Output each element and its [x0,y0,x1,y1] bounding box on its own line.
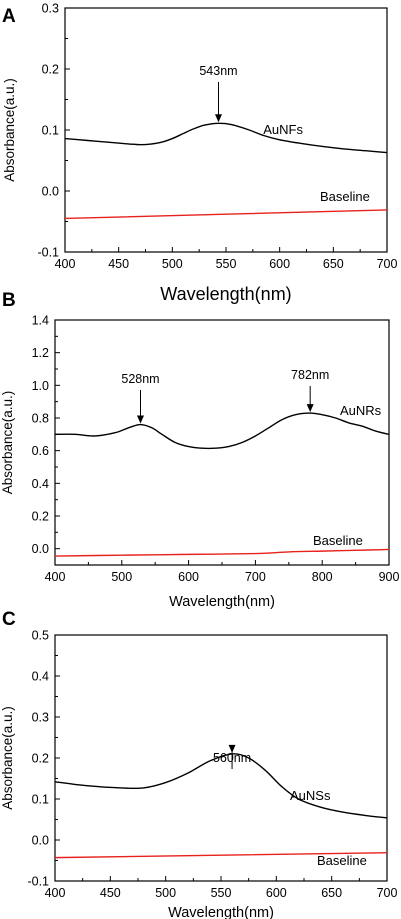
y-tick-label: 0.0 [32,542,49,556]
annotation-arrow-head [214,114,222,123]
x-tick-label: 800 [312,570,333,584]
y-tick-label: 0.8 [32,412,49,426]
y-tick-label: 0.0 [42,185,59,199]
y-axis-label: Absorbance(a.u.) [0,391,15,495]
y-tick-label: 0.1 [42,124,59,138]
y-tick-label: 0.0 [32,834,49,848]
series-line-aunfs [64,122,388,154]
y-tick-label: 0.6 [32,444,49,458]
y-axis-label: Absorbance(a.u.) [2,78,17,182]
panel-label: C [2,609,16,630]
series-label: Baseline [313,533,363,548]
annotation-arrow-head [228,744,236,753]
x-tick-label: 550 [216,257,237,271]
x-tick-label: 700 [245,570,266,584]
y-tick-label: 1.0 [32,379,49,393]
x-axis-label: Wavelength(nm) [168,905,274,919]
x-tick-label: 500 [155,886,176,900]
y-tick-label: 0.5 [32,629,49,643]
x-tick-label: 400 [55,257,76,271]
y-tick-label: 0.2 [32,752,49,766]
series-label: AuNRs [340,403,382,418]
series-line-baseline [64,209,388,220]
x-tick-label: 400 [45,886,66,900]
series-label: AuNSs [290,788,331,803]
panel-label: B [2,290,16,311]
x-tick-label: 600 [269,257,290,271]
y-tick-label: -0.1 [27,875,49,889]
peak-annotation: 782nm [291,368,329,382]
y-tick-label: 0.4 [32,477,49,491]
series-label: Baseline [320,189,370,204]
x-tick-label: 700 [377,257,398,271]
x-tick-label: 650 [323,257,344,271]
x-tick-label: 700 [377,886,398,900]
y-tick-label: 1.2 [32,346,49,360]
x-tick-label: 900 [379,570,400,584]
y-tick-label: 0.3 [42,2,59,16]
x-tick-label: 450 [108,257,129,271]
x-tick-label: 550 [211,886,232,900]
plot-frame [54,319,390,566]
series-label: AuNFs [263,122,303,137]
x-tick-label: 500 [162,257,183,271]
y-tick-label: 0.4 [32,670,49,684]
panel-label: A [2,6,16,27]
x-tick-label: 450 [100,886,121,900]
series-line-aunrs [54,412,390,450]
x-axis-label: Wavelength(nm) [160,284,291,304]
peak-annotation: 528nm [121,372,159,386]
peak-annotation: 543nm [199,64,237,78]
series-line-baseline [54,852,388,859]
y-tick-label: 0.2 [32,510,49,524]
y-tick-label: 0.2 [42,63,59,77]
y-tick-label: 0.3 [32,711,49,725]
y-tick-label: 1.4 [32,314,49,328]
x-tick-label: 650 [321,886,342,900]
x-tick-label: 500 [111,570,132,584]
x-tick-label: 600 [266,886,287,900]
annotation-arrow-head [306,404,314,413]
series-line-baseline [54,548,390,557]
y-tick-label: 0.1 [32,793,49,807]
y-axis-label: Absorbance(a.u.) [0,706,15,810]
plot-frame [64,7,388,253]
series-label: Baseline [317,853,367,868]
x-axis-label: Wavelength(nm) [169,594,275,610]
x-tick-label: 400 [45,570,66,584]
y-tick-label: -0.1 [37,246,59,260]
annotation-arrow-head [137,415,145,424]
x-tick-label: 600 [178,570,199,584]
